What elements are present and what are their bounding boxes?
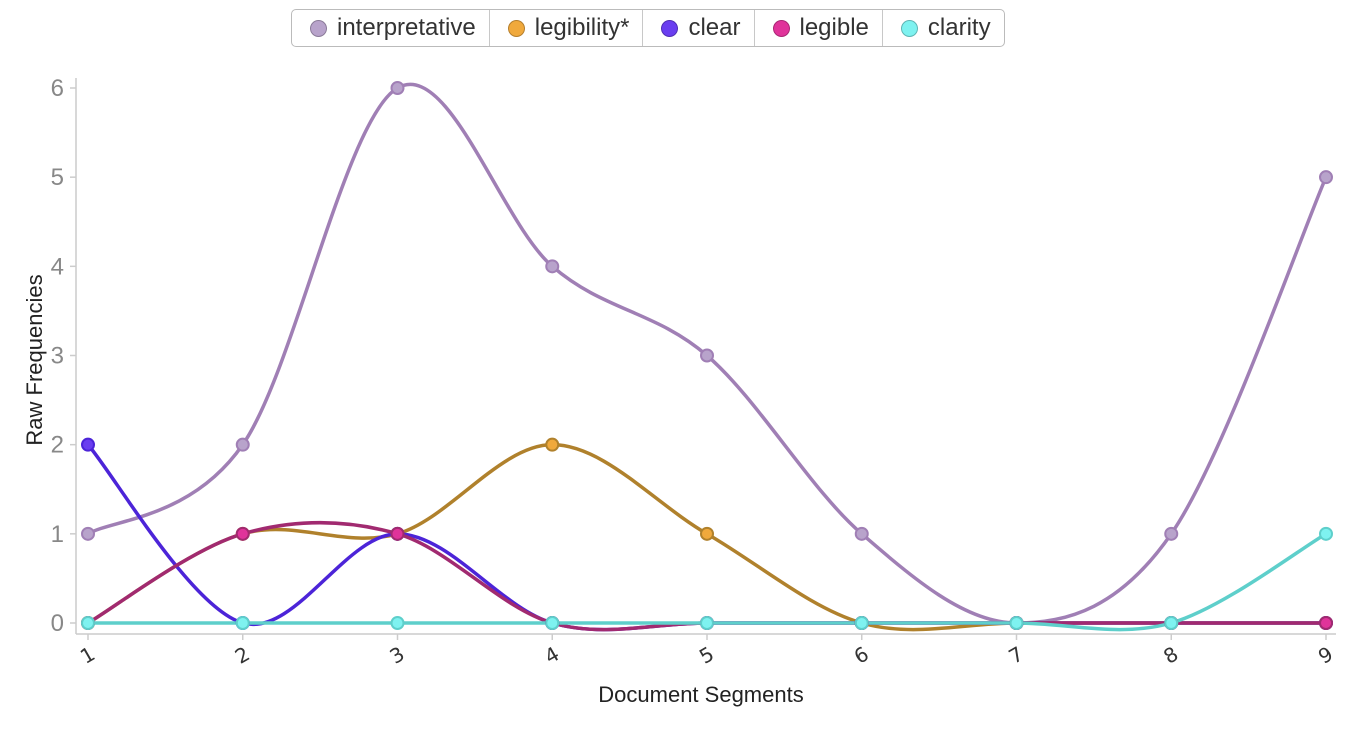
y-tick-label: 2 [51, 432, 64, 459]
y-tick-label: 3 [51, 343, 64, 370]
data-point-0-4[interactable] [701, 350, 713, 362]
data-point-4-2[interactable] [392, 617, 404, 629]
x-tick-label: 6 [850, 642, 873, 669]
series-points [82, 82, 1332, 629]
y-axis-title: Raw Frequencies [22, 274, 47, 445]
data-point-3-2[interactable] [392, 528, 404, 540]
data-point-4-7[interactable] [1165, 617, 1177, 629]
data-point-4-6[interactable] [1011, 617, 1023, 629]
data-point-4-1[interactable] [237, 617, 249, 629]
data-point-3-8[interactable] [1320, 617, 1332, 629]
x-tick-label: 4 [540, 642, 563, 669]
data-point-0-3[interactable] [546, 260, 558, 272]
x-tick-label: 9 [1314, 642, 1337, 669]
data-point-4-3[interactable] [546, 617, 558, 629]
data-point-3-1[interactable] [237, 528, 249, 540]
x-tick-label: 1 [76, 642, 99, 669]
x-tick-label: 8 [1159, 642, 1182, 669]
y-tick-label: 6 [51, 75, 64, 102]
data-point-0-5[interactable] [856, 528, 868, 540]
data-point-4-8[interactable] [1320, 528, 1332, 540]
x-tick-label: 7 [1004, 642, 1027, 669]
y-tick-label: 1 [51, 521, 64, 548]
data-point-0-1[interactable] [237, 439, 249, 451]
x-tick-label: 2 [231, 642, 254, 669]
x-tick-label: 5 [695, 642, 718, 669]
series-line-4 [88, 534, 1326, 630]
data-point-4-5[interactable] [856, 617, 868, 629]
data-point-1-4[interactable] [701, 528, 713, 540]
data-point-0-0[interactable] [82, 528, 94, 540]
y-tick-label: 5 [51, 164, 64, 191]
x-tick-label: 3 [385, 642, 408, 669]
data-point-4-0[interactable] [82, 617, 94, 629]
data-point-0-7[interactable] [1165, 528, 1177, 540]
data-point-0-2[interactable] [392, 82, 404, 94]
x-axis-title: Document Segments [598, 682, 803, 707]
data-point-4-4[interactable] [701, 617, 713, 629]
data-point-2-0[interactable] [82, 439, 94, 451]
y-tick-label: 4 [51, 253, 64, 280]
data-point-0-8[interactable] [1320, 171, 1332, 183]
data-point-1-3[interactable] [546, 439, 558, 451]
y-tick-label: 0 [51, 610, 64, 637]
